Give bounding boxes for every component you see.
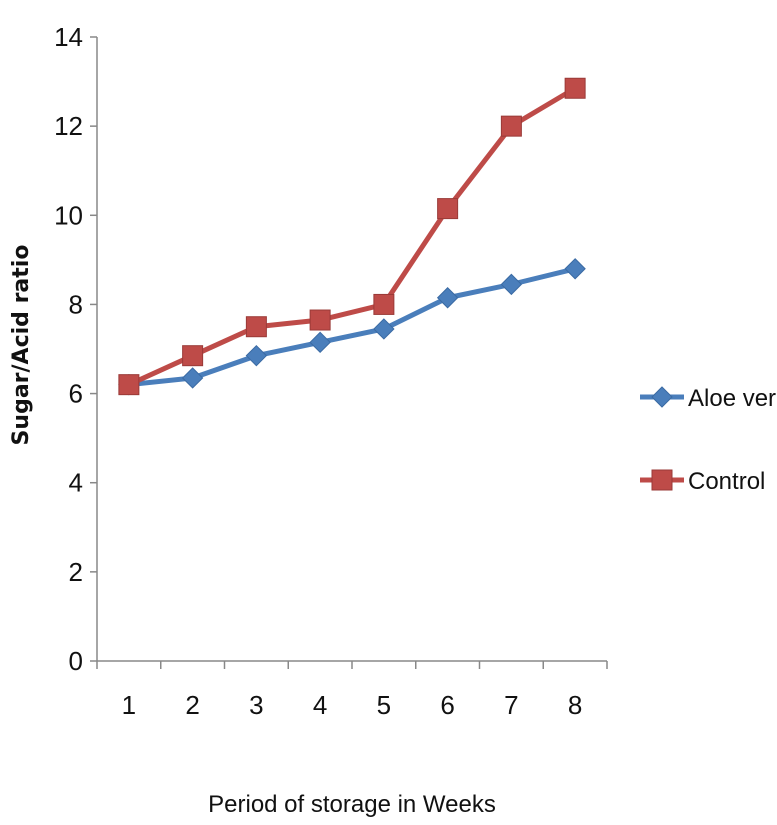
x-axis-title: Period of storage in Weeks <box>208 791 496 818</box>
x-tick-label: 7 <box>504 690 518 720</box>
legend-label: Aloe vera <box>688 385 777 412</box>
data-point <box>245 344 268 367</box>
data-point <box>182 345 204 367</box>
x-tick-label: 2 <box>185 690 199 720</box>
x-tick-label: 5 <box>377 690 391 720</box>
x-tick-label: 6 <box>440 690 454 720</box>
legend-marker <box>651 386 673 408</box>
data-point <box>373 318 395 340</box>
x-tick-label: 4 <box>313 690 327 720</box>
series-aloe-vera <box>118 258 586 396</box>
series-layer <box>118 77 586 396</box>
data-point <box>436 287 459 309</box>
x-tick-label: 8 <box>568 690 582 720</box>
data-point <box>181 367 204 389</box>
data-point <box>373 293 395 315</box>
y-tick-label: 8 <box>69 289 83 319</box>
data-point <box>309 331 331 354</box>
data-point <box>309 309 331 331</box>
series-control <box>118 77 586 396</box>
y-ticks: 0 2 4 6 8 10 12 14 <box>54 22 97 676</box>
y-tick-label: 0 <box>69 646 83 676</box>
y-tick-label: 6 <box>69 379 83 409</box>
data-point <box>564 258 586 280</box>
legend-label: Control <box>688 468 765 495</box>
legend-marker <box>651 469 673 491</box>
y-tick-label: 14 <box>54 22 83 52</box>
legend-item: Control <box>640 468 765 495</box>
data-point <box>437 198 459 220</box>
series-line <box>128 266 576 388</box>
x-ticks: 1 2 3 4 5 6 7 8 <box>96 661 608 720</box>
y-tick-label: 10 <box>54 200 83 230</box>
x-tick-label: 1 <box>122 690 136 720</box>
data-point <box>500 115 522 137</box>
y-tick-label: 2 <box>69 557 83 587</box>
axes <box>96 37 607 662</box>
legend-item: Aloe vera <box>640 385 777 412</box>
y-axis-title: Sugar/Acid ratio <box>9 245 34 446</box>
data-point <box>118 374 140 396</box>
series-line <box>127 86 577 387</box>
y-tick-label: 12 <box>54 111 83 141</box>
data-point <box>564 77 586 99</box>
x-tick-label: 3 <box>249 690 263 720</box>
legend: Aloe vera Control <box>640 385 777 495</box>
data-point <box>245 316 267 338</box>
data-point <box>500 273 523 296</box>
y-tick-label: 4 <box>69 468 83 498</box>
